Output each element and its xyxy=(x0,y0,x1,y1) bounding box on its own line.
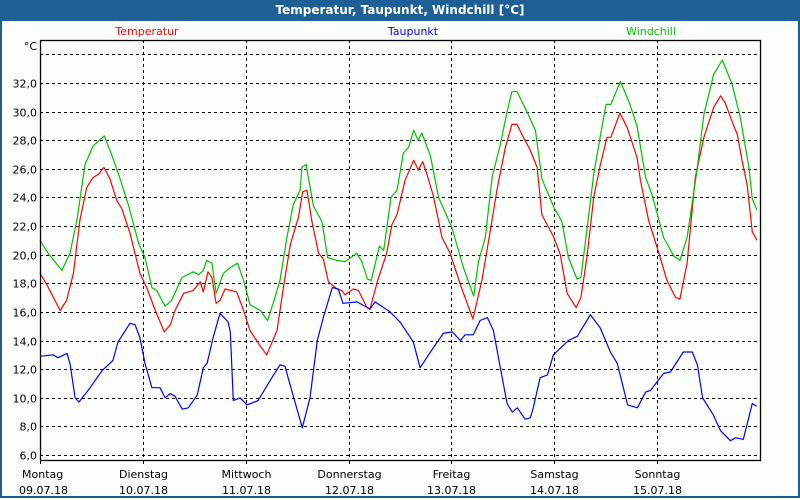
legend-temperatur: Temperatur xyxy=(114,25,179,38)
x-tick-date: 15.07.18 xyxy=(633,484,682,497)
y-tick-label: 20,0 xyxy=(13,250,38,263)
x-tick-day: Donnerstag xyxy=(317,468,381,481)
y-tick-label: 30,0 xyxy=(13,107,38,120)
axes xyxy=(39,39,762,464)
plot-border xyxy=(39,39,762,462)
y-tick-label: 24,0 xyxy=(13,192,38,205)
y-tick-label: 26,0 xyxy=(13,164,38,177)
y-tick-label: 14,0 xyxy=(13,336,38,349)
legend-taupunkt: Taupunkt xyxy=(387,25,439,38)
y-tick-label: 28,0 xyxy=(13,135,38,148)
x-tick-date: 09.07.18 xyxy=(19,484,68,497)
x-tick-day: Sonntag xyxy=(635,468,681,481)
x-tick-day: Montag xyxy=(22,468,63,481)
series-line-windchill xyxy=(39,59,758,322)
grid xyxy=(40,40,760,460)
series-line-temperatur xyxy=(39,95,758,356)
y-tick-label: 12,0 xyxy=(13,364,38,377)
x-tick-date: 13.07.18 xyxy=(427,484,476,497)
series-lines xyxy=(39,59,758,442)
y-tick-label: 16,0 xyxy=(13,307,38,320)
legend-windchill: Windchill xyxy=(626,25,676,38)
y-tick-label: 18,0 xyxy=(13,278,38,291)
y-tick-label: 22,0 xyxy=(13,221,38,234)
window-title: Temperatur, Taupunkt, Windchill [°C] xyxy=(0,0,800,21)
x-tick-date: 10.07.18 xyxy=(119,484,168,497)
x-tick-day: Freitag xyxy=(433,468,471,481)
series-line-taupunkt xyxy=(39,287,757,442)
axis-labels: 6,0 8,0 10,0 12,0 14,0 16,0 18,0 20,0 22,0 24,0 26… xyxy=(13,25,682,497)
y-tick-label: 8,0 xyxy=(20,421,38,434)
x-tick-date: 11.07.18 xyxy=(222,484,271,497)
y-tick-label: 10,0 xyxy=(13,393,38,406)
y-axis-unit: °C xyxy=(24,40,38,53)
x-tick-date: 12.07.18 xyxy=(325,484,374,497)
y-tick-label: 6,0 xyxy=(20,450,38,463)
y-tick-label: 32,0 xyxy=(13,78,38,91)
x-tick-day: Dienstag xyxy=(119,468,168,481)
x-tick-day: Mittwoch xyxy=(222,468,272,481)
x-tick-day: Samstag xyxy=(530,468,578,481)
x-tick-date: 14.07.18 xyxy=(530,484,579,497)
